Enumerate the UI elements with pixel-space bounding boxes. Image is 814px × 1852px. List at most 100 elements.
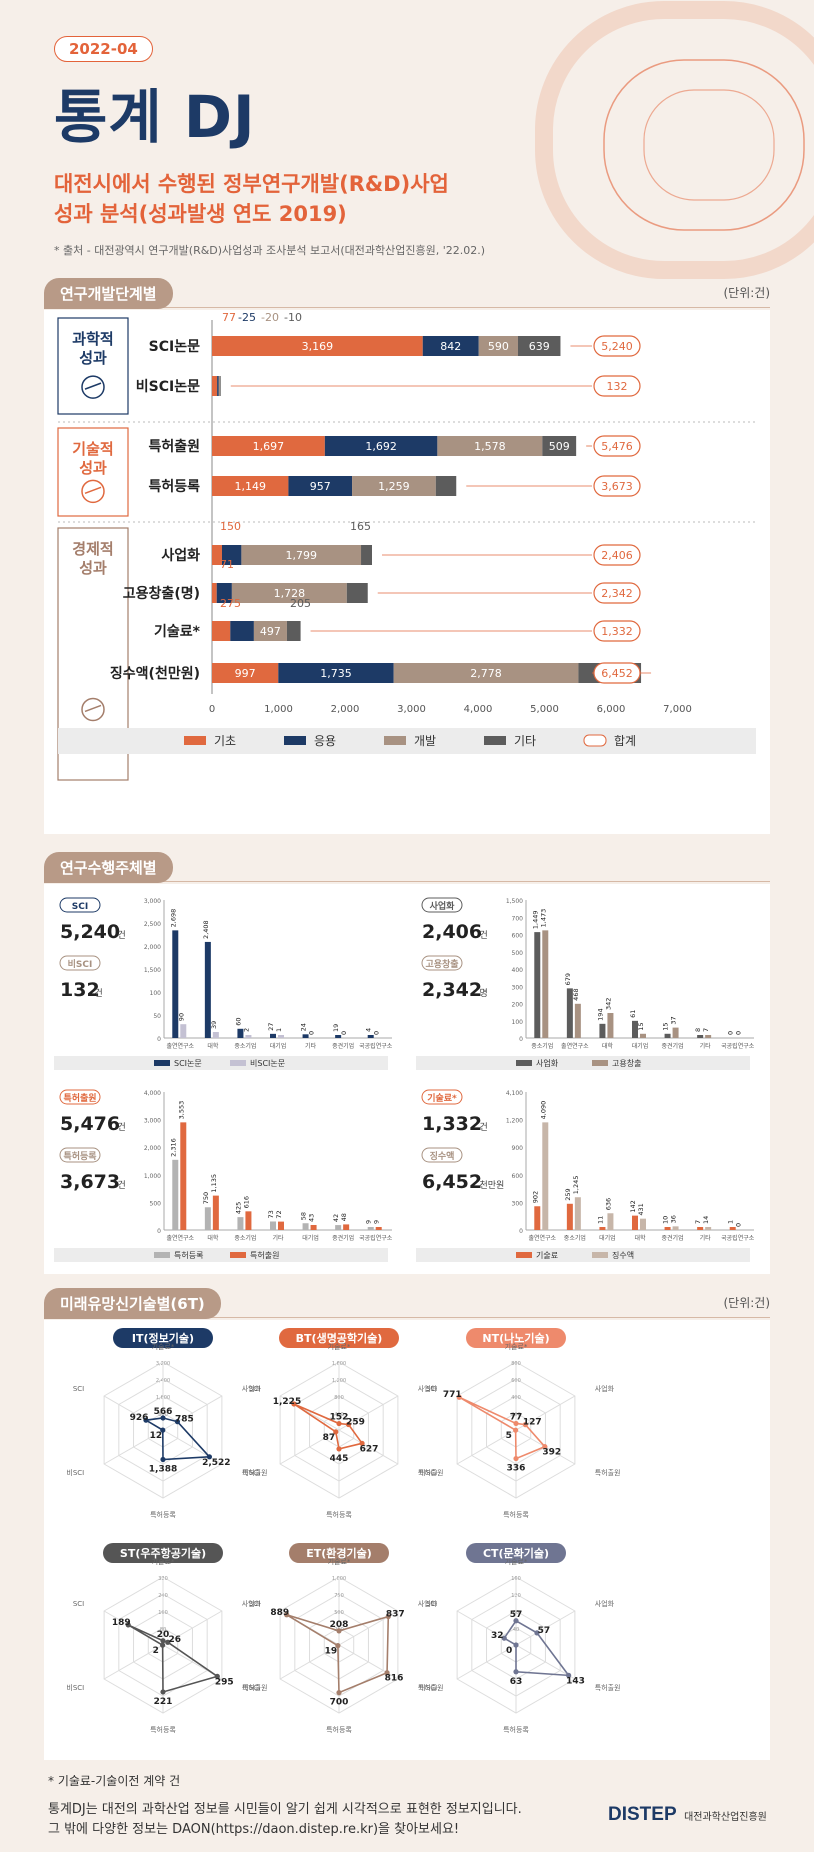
bar-value-label: 1	[275, 1028, 283, 1032]
bar-value-label: 43	[308, 1214, 316, 1222]
bar	[607, 1013, 614, 1038]
radar-panel: IT(정보기술)8001,6002,4003,200기술료*사업화특허출원특허등…	[44, 1320, 770, 1760]
bar	[566, 988, 573, 1038]
y-tick-label: 400	[512, 967, 524, 974]
bar-value-label: 1,799	[285, 549, 317, 562]
card-label: 비SCI	[68, 958, 93, 970]
radar-point	[160, 1427, 166, 1433]
bar-segment	[437, 436, 543, 456]
bar-value-label: 194	[596, 1008, 604, 1020]
radar-point	[336, 1628, 342, 1634]
radar-title-pill	[466, 1543, 566, 1563]
bar	[640, 1218, 646, 1230]
radar-spoke	[103, 1429, 164, 1465]
total-value-label: 2,342	[601, 587, 633, 600]
card-label: 특허등록	[63, 1150, 96, 1162]
radar-point	[513, 1669, 519, 1675]
bar-value-label: 1,578	[474, 440, 506, 453]
bar-value-label: 902	[531, 1191, 539, 1203]
total-pill	[593, 375, 641, 397]
bar-segment	[212, 545, 222, 565]
logo-text: DISTEP	[608, 1804, 677, 1825]
total-value-label: 6,452	[601, 667, 633, 680]
category-label: 기술료*	[154, 624, 201, 640]
bar	[534, 1206, 541, 1230]
radar-value-label: 208	[330, 1620, 349, 1630]
card-value: 132	[60, 979, 100, 1001]
legend-background	[58, 728, 756, 754]
y-tick-label: 100	[150, 990, 162, 997]
section-performer: 연구수행주체별	[44, 852, 770, 883]
legend-label: 특허출원	[250, 1250, 279, 1260]
bar-value-label: 1,473	[539, 909, 547, 928]
radar-point	[456, 1394, 462, 1400]
legend-swatch	[154, 1252, 170, 1258]
card-label: 기술료*	[427, 1092, 457, 1104]
bar	[542, 930, 549, 1038]
total-pill	[593, 435, 641, 457]
bar-value-label: 4,090	[539, 1101, 547, 1120]
legend-swatch	[230, 1060, 246, 1066]
radar-value-label: 77	[510, 1412, 523, 1422]
card-unit: 건	[118, 1180, 126, 1191]
bar	[180, 1024, 187, 1038]
card-pill	[59, 1147, 101, 1163]
card-unit: 건	[480, 930, 488, 941]
x-tick-label: 출연연구소	[528, 1234, 556, 1242]
bar-value-label: 0	[308, 1031, 316, 1035]
x-tick-label: 출연연구소	[166, 1234, 194, 1242]
card-pill	[59, 955, 101, 971]
radar-value-label: 20	[157, 1630, 170, 1640]
bar-value-label: 72	[275, 1210, 283, 1218]
legend-swatch	[484, 736, 506, 745]
bar-value-label: 2	[242, 1028, 250, 1032]
y-tick-label: 4,100	[506, 1090, 523, 1097]
card-unit: 건	[95, 988, 103, 999]
bar-value-label: 3,169	[302, 340, 334, 353]
y-tick-label: 2,000	[144, 944, 161, 951]
bar-segment	[212, 336, 423, 356]
bar	[705, 1035, 712, 1038]
bar-value-label: 1,692	[365, 440, 397, 453]
y-tick-label: 1,200	[506, 1118, 523, 1125]
radar-spoke	[456, 1644, 517, 1680]
bar	[607, 1213, 614, 1230]
bar-segment	[324, 436, 438, 456]
bar-value-label: 9	[365, 1220, 373, 1224]
radar-point	[336, 1420, 342, 1427]
group-label: 과학적	[72, 330, 113, 348]
legend-label: 개발	[414, 734, 436, 748]
radar-axis-label: 특허출원	[242, 1468, 268, 1477]
radar-value-label: 627	[360, 1444, 379, 1454]
radar-axis-label: 사업화	[418, 1384, 438, 1393]
flask-icon	[81, 375, 105, 399]
performer-panel: SCI 5,240 건 비SCI 132 건 0 50 100 1,500 2,000 2,500 3,…	[44, 884, 770, 1274]
bar-segment	[212, 663, 279, 683]
radar-point	[513, 1618, 519, 1624]
legend-label: 사업화	[536, 1059, 559, 1068]
bar-segment	[241, 545, 362, 565]
bar	[375, 1227, 382, 1230]
bar	[632, 1020, 638, 1038]
subtitle-line-2: 성과 분석(성과발생 연도 2019)	[54, 201, 347, 226]
legend-label: 고용창출	[612, 1058, 641, 1068]
radar-point	[336, 1446, 342, 1452]
footer-line-2: 그 밖에 다양한 정보는 DAON(https://daon.distep.re…	[48, 1822, 460, 1837]
legend-swatch	[592, 1252, 608, 1258]
radar-title-pill	[279, 1328, 399, 1348]
bar	[180, 1122, 187, 1230]
bar-segment	[435, 476, 457, 496]
bar-value-label: 15	[637, 1023, 645, 1031]
radar-value-label: 336	[507, 1464, 526, 1474]
bar	[672, 1226, 679, 1230]
radar-point	[513, 1642, 519, 1648]
radar-axis-label: 특허등록	[150, 1725, 176, 1734]
radar-axis-label: 특허출원	[595, 1468, 621, 1477]
segment-callout-label: -25	[238, 311, 256, 324]
bar-value-label: 1,149	[234, 480, 266, 493]
bar	[705, 1227, 712, 1230]
legend-swatch	[516, 1060, 532, 1066]
radar-value-label: 837	[386, 1610, 405, 1620]
y-tick-label: 50	[153, 1013, 161, 1020]
